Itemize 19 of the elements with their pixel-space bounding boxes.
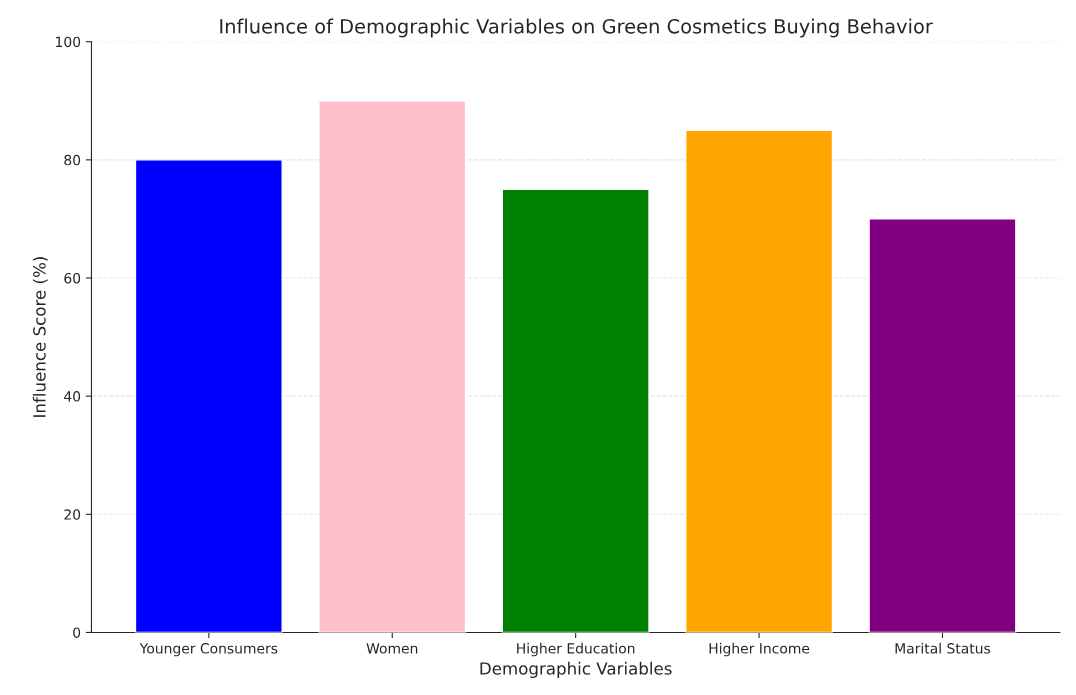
y-tick-label: 20 bbox=[64, 509, 81, 520]
y-tick-label: 80 bbox=[64, 154, 81, 166]
y-tick-label: 40 bbox=[64, 391, 81, 402]
x-tick-label: Marital Status bbox=[895, 642, 991, 654]
x-tick-label: Higher Education bbox=[517, 642, 635, 657]
y-tick-label: 100 bbox=[56, 36, 81, 48]
y-axis-title: Influence Score (%) bbox=[32, 257, 48, 417]
bar bbox=[501, 188, 650, 633]
bar bbox=[318, 100, 467, 633]
bar bbox=[868, 218, 1017, 633]
bar bbox=[685, 129, 834, 633]
x-tick-label: Younger Consumers bbox=[139, 643, 278, 657]
x-tick-label: Women bbox=[366, 643, 418, 654]
chart-title: Influence of Demographic Variables on Green Cosmetics Buying Behavior bbox=[220, 18, 933, 38]
y-tick-label: 60 bbox=[64, 272, 81, 284]
x-tick-label: Higher Income bbox=[709, 642, 810, 657]
bar bbox=[134, 159, 283, 633]
x-axis-title: Demographic Variables bbox=[480, 661, 672, 678]
y-tick-label: 0 bbox=[73, 627, 81, 638]
